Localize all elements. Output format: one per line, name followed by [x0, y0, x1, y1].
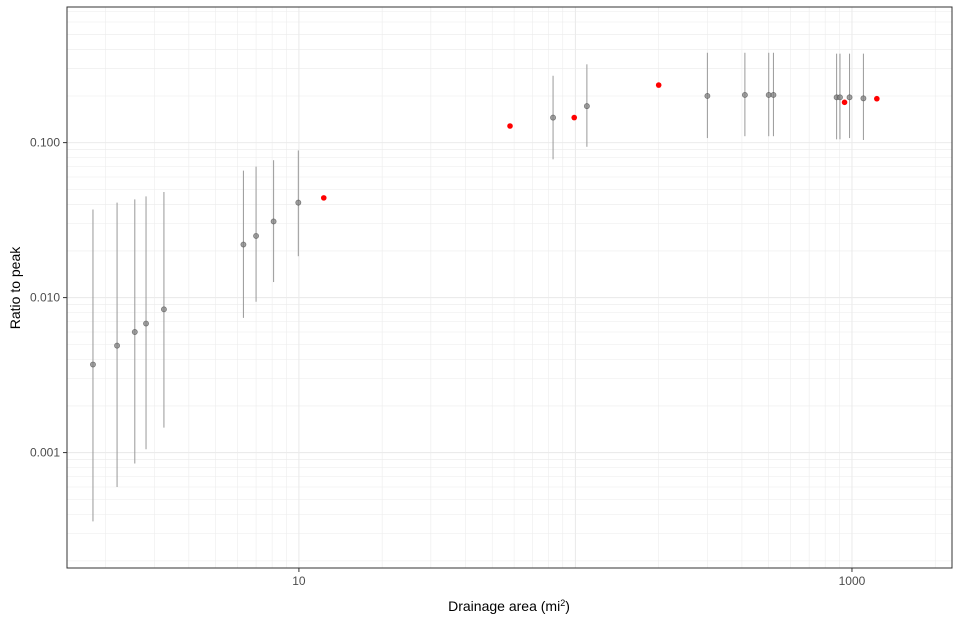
data-point-gray — [270, 218, 277, 225]
panel-background — [67, 7, 952, 568]
data-point-gray — [114, 342, 121, 349]
panel-border — [66, 6, 953, 569]
x-axis-title-main: Drainage area (mi — [448, 598, 560, 614]
data-point-gray — [837, 94, 843, 101]
data-point-gray — [846, 94, 853, 101]
x-axis-title: Drainage area (mi2) — [448, 598, 570, 614]
data-point-gray — [704, 93, 711, 99]
data-point-gray — [860, 95, 867, 102]
y-axis-title: Ratio to peak — [7, 246, 23, 329]
data-point-red — [571, 114, 578, 121]
data-point-red — [655, 82, 662, 88]
data-point-gray — [583, 103, 590, 110]
data-point-gray — [741, 92, 748, 98]
y-axis: 0.001 0.010 0.100 — [30, 136, 67, 460]
data-point-red — [841, 99, 848, 106]
data-point-red — [874, 95, 880, 102]
data-point-gray — [770, 92, 777, 98]
x-tick-label: 10 — [292, 574, 306, 588]
x-axis-title-suffix: ) — [565, 598, 570, 614]
data-point-red — [507, 123, 513, 129]
data-point-gray — [143, 320, 149, 327]
y-tick-label: 0.010 — [30, 291, 60, 305]
data-point-gray — [253, 232, 260, 239]
major-gridlines — [67, 7, 952, 568]
data-point-gray — [131, 329, 138, 335]
data-point-gray — [295, 199, 302, 206]
data-points — [90, 82, 880, 368]
y-tick-label: 0.001 — [30, 446, 60, 460]
x-axis-title-sup: 2 — [560, 598, 565, 608]
data-point-gray — [160, 306, 167, 313]
y-tick-label: 0.100 — [30, 136, 60, 150]
data-point-gray — [240, 241, 247, 248]
data-point-gray — [550, 114, 557, 121]
minor-gridlines — [67, 7, 952, 568]
data-point-gray — [90, 361, 96, 368]
data-point-red — [320, 195, 327, 201]
x-axis: 10 1000 — [292, 568, 866, 588]
x-tick-label: 1000 — [839, 574, 866, 588]
